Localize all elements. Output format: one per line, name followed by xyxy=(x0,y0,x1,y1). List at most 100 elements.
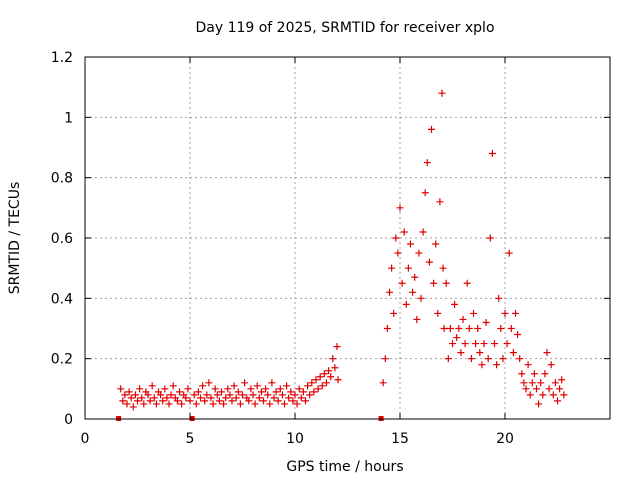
data-point xyxy=(148,382,156,390)
data-point xyxy=(480,340,488,348)
data-point xyxy=(334,376,342,384)
data-point xyxy=(329,355,337,363)
data-point xyxy=(293,400,301,408)
data-point xyxy=(539,391,547,399)
data-point xyxy=(394,249,402,257)
data-point xyxy=(266,400,274,408)
data-point xyxy=(449,340,456,348)
data-point xyxy=(551,379,559,387)
data-point xyxy=(438,89,446,97)
data-point xyxy=(554,397,561,405)
x-tick-label: 0 xyxy=(81,431,90,447)
data-point xyxy=(226,391,234,399)
data-point xyxy=(190,391,198,399)
data-point xyxy=(230,382,238,390)
data-point xyxy=(316,373,324,381)
data-point xyxy=(476,349,484,357)
data-point xyxy=(129,403,137,411)
data-point xyxy=(514,331,522,339)
data-point xyxy=(407,240,414,248)
data-point xyxy=(404,264,412,272)
y-tick-label: 0.4 xyxy=(51,291,73,307)
data-point xyxy=(218,388,225,396)
data-point xyxy=(325,367,333,375)
data-point xyxy=(270,394,278,402)
data-point xyxy=(467,355,475,363)
data-point xyxy=(379,379,387,387)
data-point xyxy=(491,340,498,348)
data-point xyxy=(533,385,540,393)
data-point xyxy=(396,204,404,212)
data-point xyxy=(446,325,454,332)
data-point xyxy=(234,388,242,396)
data-point xyxy=(417,294,425,302)
x-tick-label: 10 xyxy=(286,431,304,447)
data-point xyxy=(157,391,165,399)
data-point xyxy=(278,391,286,399)
data-point xyxy=(131,391,139,399)
gridlines xyxy=(85,57,610,419)
data-point xyxy=(400,228,408,236)
scatter-points xyxy=(116,89,568,421)
y-tick-label: 1 xyxy=(64,110,73,126)
data-point xyxy=(247,385,255,393)
data-point xyxy=(442,279,450,287)
data-point xyxy=(197,394,204,402)
data-point xyxy=(140,400,148,408)
data-point xyxy=(547,361,555,369)
data-point xyxy=(224,385,232,393)
data-point xyxy=(440,325,448,332)
data-point xyxy=(545,385,553,393)
data-point xyxy=(125,388,133,396)
data-point xyxy=(331,364,339,372)
data-point xyxy=(558,376,566,384)
data-point xyxy=(451,300,459,308)
data-point xyxy=(434,309,442,317)
data-point xyxy=(463,279,471,287)
data-point xyxy=(239,391,246,399)
data-point xyxy=(549,391,557,399)
data-point xyxy=(291,391,299,399)
data-point xyxy=(117,385,125,393)
data-point xyxy=(121,391,129,399)
data-point xyxy=(167,391,175,399)
data-point xyxy=(312,376,320,384)
data-point xyxy=(528,379,536,387)
data-point xyxy=(388,264,396,272)
data-point xyxy=(232,394,240,402)
data-point xyxy=(507,325,515,332)
y-tick-label: 1.2 xyxy=(51,50,73,66)
data-point xyxy=(512,309,519,317)
data-point xyxy=(152,400,160,408)
data-point xyxy=(186,397,194,405)
data-point xyxy=(314,385,322,393)
data-point xyxy=(543,349,551,357)
data-point xyxy=(423,159,431,167)
data-point xyxy=(192,400,200,408)
data-point xyxy=(499,355,507,363)
x-tick-label: 15 xyxy=(391,431,409,447)
data-point xyxy=(173,397,181,405)
data-point xyxy=(295,385,303,393)
data-point xyxy=(323,379,330,387)
data-point xyxy=(308,379,316,387)
data-point xyxy=(201,397,209,405)
data-point xyxy=(144,391,152,399)
data-point xyxy=(146,397,154,405)
data-point xyxy=(425,258,433,266)
data-point xyxy=(320,370,328,378)
data-point xyxy=(484,355,492,363)
data-point xyxy=(299,388,307,396)
data-point xyxy=(119,397,127,405)
data-point xyxy=(432,240,440,248)
data-point xyxy=(262,385,270,393)
data-point xyxy=(392,234,400,242)
data-point xyxy=(163,394,171,402)
data-point xyxy=(297,394,305,402)
data-point xyxy=(520,379,528,387)
data-point xyxy=(472,340,480,348)
data-point xyxy=(386,288,393,296)
data-point xyxy=(535,400,543,408)
data-point xyxy=(222,394,230,402)
data-point xyxy=(194,388,202,396)
